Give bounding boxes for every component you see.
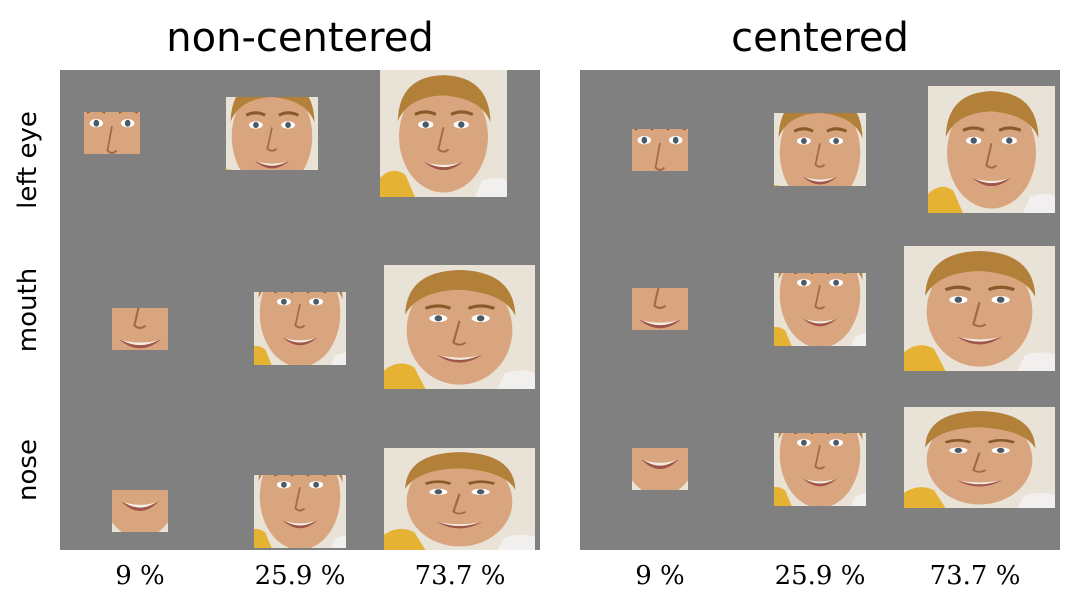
face-patch: [254, 475, 346, 548]
face-patch: [112, 490, 168, 532]
col-label-9: 9 %: [115, 561, 165, 591]
col-label-25-9: 25.9 %: [254, 561, 346, 591]
face-patch: [774, 113, 866, 186]
row-label-mouth: mouth: [13, 267, 44, 353]
face-patch: [112, 308, 168, 350]
face-patch: [384, 448, 535, 550]
title-centered: centered: [731, 15, 909, 61]
row-label-nose: nose: [13, 439, 43, 501]
face-patch: [84, 112, 140, 154]
col-label-9: 9 %: [635, 561, 685, 591]
title-non-centered: non-centered: [166, 15, 434, 61]
face-patch: [384, 265, 535, 389]
col-label-25-9: 25.9 %: [774, 561, 866, 591]
face-patch: [928, 86, 1055, 213]
col-label-73-7: 73.7 %: [414, 561, 506, 591]
face-patch: [632, 288, 688, 330]
face-patch: [632, 448, 688, 490]
panel-non-centered: [60, 70, 540, 550]
panel-centered: [580, 70, 1060, 550]
face-patch: [904, 407, 1055, 508]
face-patch: [632, 129, 688, 171]
face-patch: [380, 70, 507, 197]
col-label-73-7: 73.7 %: [929, 561, 1021, 591]
face-patch: [904, 246, 1055, 371]
face-patch: [254, 292, 346, 365]
face-patch: [774, 273, 866, 346]
face-patch: [774, 433, 866, 506]
row-label-left-eye: left eye: [13, 111, 44, 209]
face-patch: [226, 97, 318, 170]
